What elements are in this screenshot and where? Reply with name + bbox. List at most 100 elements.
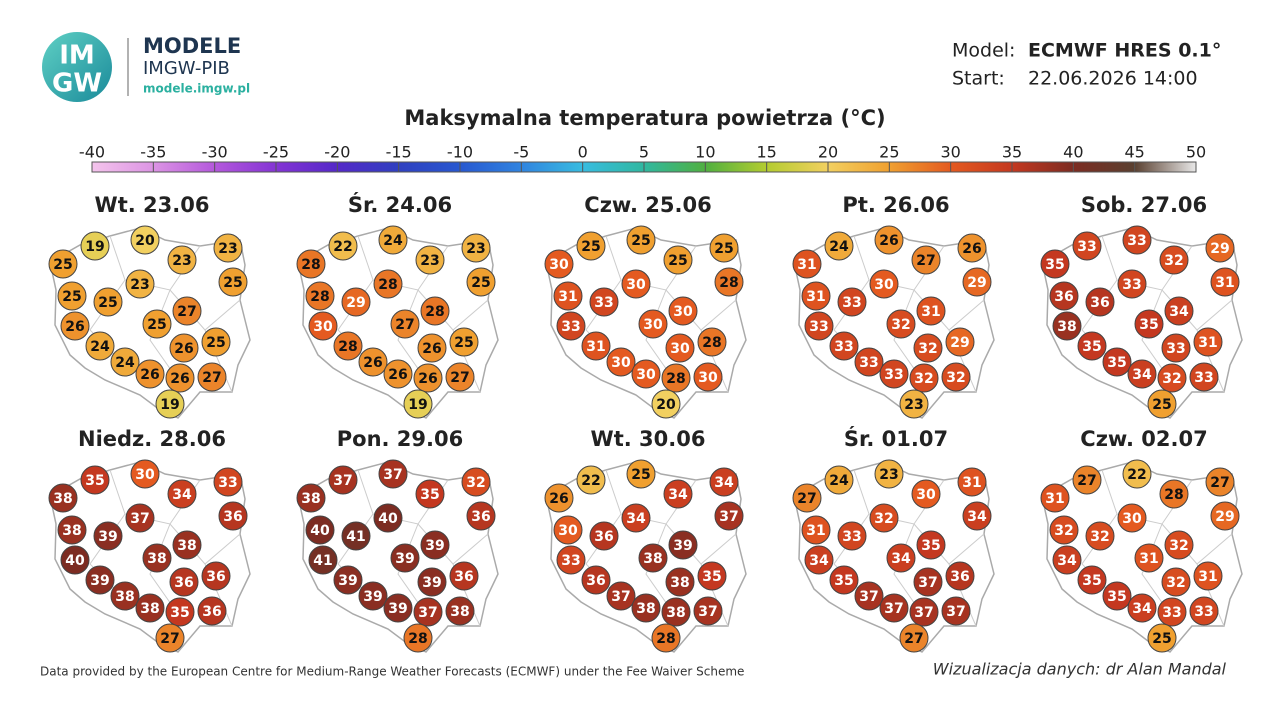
temp-marker — [854, 581, 884, 611]
temp-label: 25 — [454, 335, 473, 351]
temp-label: 34 — [1132, 601, 1152, 617]
temp-label: 27 — [916, 253, 935, 269]
temp-label: 27 — [1210, 475, 1229, 491]
temp-label: 38 — [301, 491, 320, 507]
temp-marker — [308, 545, 338, 575]
temp-marker — [941, 362, 971, 392]
temp-marker — [93, 287, 123, 317]
temp-label: 30 — [698, 370, 718, 386]
temp-label: 31 — [797, 257, 816, 273]
temp-label: 36 — [174, 575, 193, 591]
temp-marker — [589, 287, 619, 317]
temp-marker — [420, 530, 450, 560]
temp-marker — [553, 515, 583, 545]
temp-label: 38 — [62, 523, 81, 539]
temp-marker — [899, 623, 929, 653]
temp-marker — [197, 362, 227, 392]
temp-marker — [1049, 515, 1079, 545]
temp-label: 20 — [135, 233, 155, 249]
temp-label: 26 — [388, 367, 407, 383]
temp-label: 29 — [1215, 509, 1234, 525]
temp-marker — [1159, 479, 1189, 509]
temp-marker — [621, 503, 651, 533]
logo: IM GW MODELE IMGW-PIB modele.imgw.pl — [42, 32, 250, 102]
temp-label: 34 — [1169, 304, 1189, 320]
temp-label: 26 — [422, 341, 441, 357]
temp-marker — [665, 567, 695, 597]
temp-marker — [142, 543, 172, 573]
temp-marker — [879, 359, 909, 389]
temp-label: 28 — [666, 371, 685, 387]
temp-marker — [631, 593, 661, 623]
temp-marker — [80, 465, 110, 495]
temp-label: 25 — [581, 239, 600, 255]
temp-marker — [378, 459, 408, 489]
temp-marker — [576, 465, 606, 495]
temp-marker — [142, 309, 172, 339]
temp-marker — [169, 567, 199, 597]
temp-label: 34 — [1132, 367, 1152, 383]
temp-label: 35 — [921, 538, 940, 554]
temp-marker — [461, 233, 491, 263]
temp-label: 31 — [586, 339, 605, 355]
temp-label: 33 — [859, 355, 878, 371]
temp-label: 28 — [656, 631, 675, 647]
temp-label: 19 — [408, 397, 427, 413]
temp-label: 32 — [1162, 371, 1181, 387]
temp-label: 32 — [918, 341, 937, 357]
temp-marker — [461, 467, 491, 497]
temp-marker — [638, 309, 668, 339]
temp-marker — [801, 515, 831, 545]
temp-label: 30 — [670, 341, 690, 357]
temp-label: 25 — [62, 289, 81, 305]
panel-title: Czw. 25.06 — [584, 193, 711, 217]
url: modele.imgw.pl — [143, 82, 250, 96]
temp-marker — [296, 249, 326, 279]
temp-label: 33 — [561, 553, 580, 569]
colorbar-tick-label: -20 — [324, 143, 350, 162]
temp-marker — [869, 269, 899, 299]
temp-marker — [1085, 521, 1115, 551]
temp-marker — [792, 249, 822, 279]
temp-marker — [48, 249, 78, 279]
temp-label: 25 — [1152, 397, 1171, 413]
temp-label: 30 — [558, 523, 578, 539]
temp-label: 31 — [558, 289, 577, 305]
temp-label: 36 — [202, 604, 221, 620]
temp-marker — [373, 269, 403, 299]
temp-label: 35 — [1107, 355, 1126, 371]
temp-marker — [668, 530, 698, 560]
temp-label: 32 — [891, 317, 910, 333]
temp-marker — [60, 545, 90, 575]
temp-label: 27 — [904, 631, 923, 647]
temp-label: 25 — [631, 467, 650, 483]
temp-marker — [417, 333, 447, 363]
temp-label: 26 — [418, 371, 437, 387]
panel-title: Pon. 29.06 — [337, 427, 463, 451]
temp-label: 36 — [594, 529, 613, 545]
temp-label: 33 — [1166, 341, 1185, 357]
temp-label: 32 — [874, 511, 893, 527]
temp-label: 28 — [378, 277, 397, 293]
temp-marker — [1210, 501, 1240, 531]
temp-label: 29 — [967, 275, 986, 291]
temp-marker — [1117, 269, 1147, 299]
temp-label: 31 — [921, 304, 940, 320]
temp-label: 34 — [809, 553, 829, 569]
temp-label: 36 — [950, 569, 969, 585]
temp-marker — [621, 269, 651, 299]
temp-label: 26 — [879, 233, 898, 249]
temp-label: 36 — [1090, 295, 1109, 311]
temp-label: 26 — [65, 319, 84, 335]
temp-marker — [792, 483, 822, 513]
temp-label: 38 — [666, 605, 685, 621]
temp-marker — [663, 245, 693, 275]
temp-marker — [804, 545, 834, 575]
temp-marker — [962, 267, 992, 297]
temp-marker — [886, 309, 916, 339]
temp-label: 27 — [395, 317, 414, 333]
temp-marker — [941, 596, 971, 626]
temp-label: 33 — [842, 295, 861, 311]
temp-label: 38 — [115, 589, 134, 605]
temp-marker — [1049, 281, 1079, 311]
